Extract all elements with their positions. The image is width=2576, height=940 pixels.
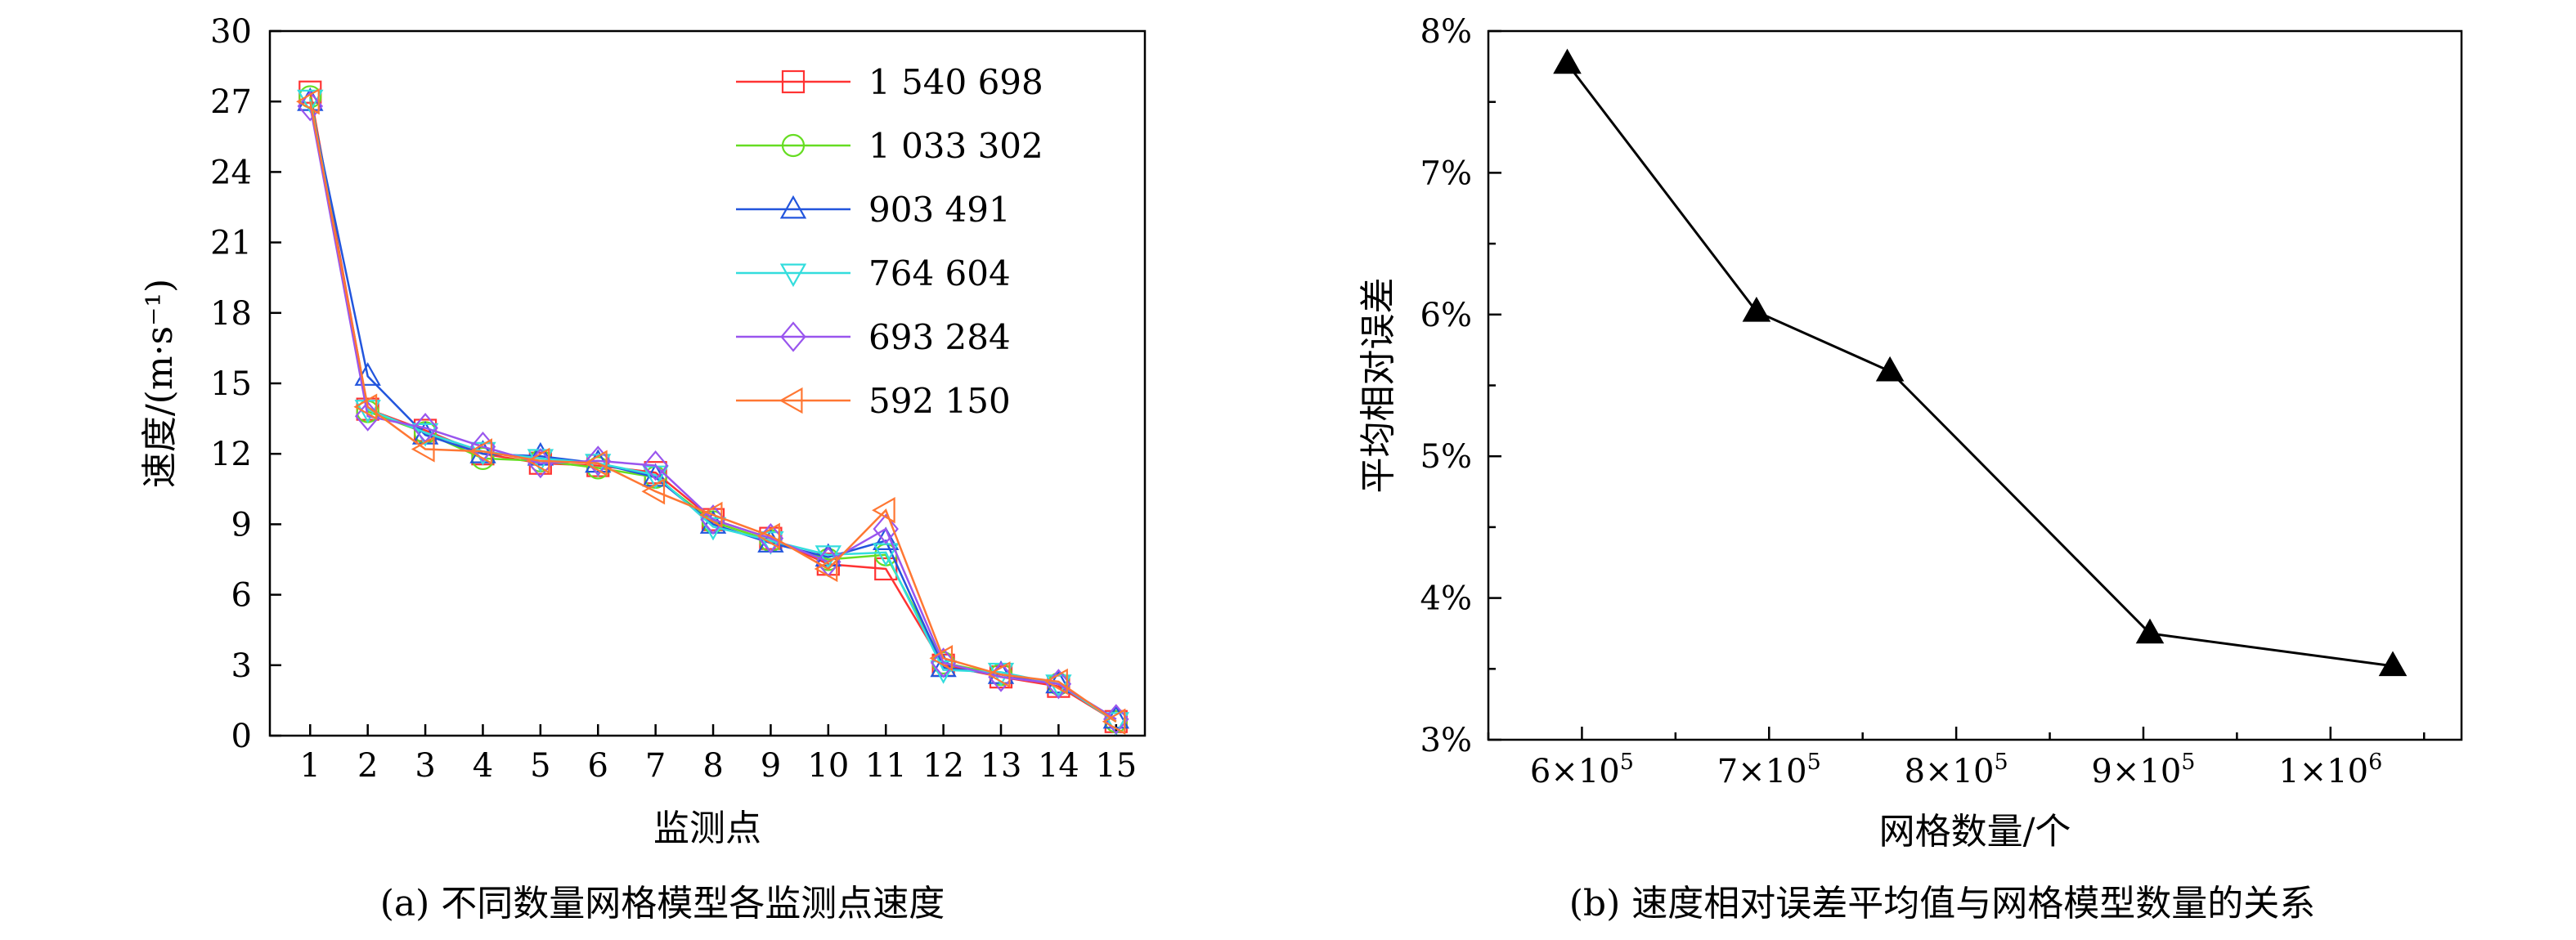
point-a-3-14 — [1102, 712, 1129, 736]
point-a-5-7 — [698, 501, 723, 529]
chart-b: 3% 4% 5% 6% 7% 8% 6×105 7×105 8×105 9×105 1×106 网格数… — [1358, 13, 2463, 853]
point-a-5-11 — [929, 645, 954, 672]
y-tick-label-a-4: 12 — [210, 436, 252, 473]
x-tick-label-a-7: 8 — [702, 747, 723, 785]
point-a-5-13 — [1044, 668, 1068, 696]
y-tick-label-b-1: 4% — [1420, 580, 1472, 618]
point-a-3-0 — [297, 89, 324, 114]
y-tick-label-a-5: 15 — [210, 365, 252, 403]
y-tick-label-a-2: 6 — [231, 577, 252, 615]
legend-marker-a-4 — [780, 321, 806, 352]
legend-label-a-0: 1 540 698 — [868, 62, 1043, 102]
point-a-5-2 — [411, 436, 435, 463]
point-a-2-10 — [873, 526, 900, 551]
x-tick-label-a-4: 5 — [530, 747, 550, 785]
y-tick-label-b-3: 6% — [1420, 297, 1472, 334]
y-axis-label-a: 速度/(m·s⁻¹) — [139, 279, 181, 488]
x-tick-label-a-8: 9 — [761, 747, 781, 785]
point-a-4-6 — [642, 450, 669, 481]
point-b-3 — [2135, 618, 2165, 644]
y-tick-label-a-7: 21 — [210, 225, 252, 262]
x-tick-label-a-3: 4 — [473, 747, 493, 785]
x-axis-label-a: 监测点 — [653, 808, 761, 849]
y-axis-label-b: 平均相对误差 — [1358, 278, 1399, 494]
legend-label-a-4: 693 284 — [868, 317, 1011, 357]
series-line-a-5 — [309, 101, 1117, 723]
y-tick-label-a-3: 9 — [231, 506, 252, 544]
point-b-4 — [2378, 651, 2408, 677]
point-b-1 — [1742, 296, 1771, 322]
x-tick-label-a-12: 13 — [981, 747, 1022, 785]
x-tick-label-b-4: 1×106 — [2278, 750, 2382, 790]
point-a-5-8 — [756, 522, 780, 549]
y-tick-label-a-8: 24 — [210, 154, 252, 191]
point-a-5-12 — [986, 661, 1011, 688]
point-a-5-10 — [872, 497, 895, 524]
y-tick-label-a-1: 3 — [231, 647, 252, 685]
point-a-5-14 — [1102, 708, 1126, 735]
x-tick-label-a-9: 10 — [807, 747, 849, 785]
y-tick-label-a-6: 18 — [210, 295, 252, 333]
legend-marker-a-5 — [779, 387, 803, 414]
y-tick-label-b-4: 7% — [1420, 154, 1472, 192]
x-tick-label-a-14: 15 — [1095, 747, 1137, 785]
x-tick-label-a-0: 1 — [300, 747, 321, 785]
point-a-3-9 — [815, 545, 841, 569]
point-a-5-9 — [814, 555, 838, 583]
legend-marker-a-0 — [781, 69, 806, 94]
point-a-3-8 — [757, 530, 784, 555]
point-a-0-10 — [874, 557, 898, 581]
x-tick-label-b-1: 7×105 — [1717, 750, 1821, 790]
x-tick-label-b-3: 9×105 — [2091, 750, 2195, 790]
point-a-5-3 — [469, 438, 493, 465]
x-tick-label-a-6: 7 — [645, 747, 666, 785]
legend-marker-a-2 — [779, 195, 807, 219]
series-line-b-0 — [1566, 62, 2394, 668]
legend-label-a-5: 592 150 — [868, 381, 1011, 421]
x-axis-label-b: 网格数量/个 — [1879, 811, 2071, 853]
y-tick-label-b-2: 5% — [1420, 438, 1472, 476]
legend-marker-a-1 — [781, 133, 806, 158]
point-a-1-3 — [471, 446, 495, 471]
legend-label-a-1: 1 033 302 — [868, 126, 1043, 166]
y-tick-label-a-10: 30 — [210, 13, 252, 51]
y-tick-label-a-0: 0 — [231, 718, 252, 755]
point-a-5-1 — [353, 393, 378, 420]
x-tick-label-b-0: 6×105 — [1530, 750, 1634, 790]
x-tick-label-a-10: 11 — [865, 747, 907, 785]
plot-frame-b — [1487, 29, 2463, 741]
point-b-2 — [1875, 356, 1905, 382]
y-tick-label-a-9: 27 — [210, 83, 252, 121]
caption-a: (a) 不同数量网格模型各监测点速度 — [380, 883, 945, 924]
point-a-5-4 — [526, 447, 550, 474]
x-tick-label-a-5: 6 — [588, 747, 608, 785]
point-a-2-4 — [527, 441, 554, 466]
point-b-0 — [1553, 48, 1582, 74]
x-tick-label-a-13: 14 — [1038, 747, 1079, 785]
x-tick-label-a-11: 12 — [922, 747, 964, 785]
legend-label-a-3: 764 604 — [868, 253, 1011, 293]
point-a-5-5 — [584, 450, 608, 477]
series-line-a-4 — [309, 105, 1117, 720]
x-tick-label-a-1: 2 — [357, 747, 378, 785]
x-tick-label-b-2: 8×105 — [1905, 750, 2008, 790]
legend-marker-a-3 — [779, 263, 807, 288]
x-tick-label-a-2: 3 — [415, 747, 435, 785]
caption-b: (b) 速度相对误差平均值与网格模型数量的关系 — [1569, 883, 2315, 924]
point-a-5-0 — [296, 88, 320, 115]
y-tick-label-b-0: 3% — [1420, 722, 1472, 759]
point-a-4-10 — [873, 513, 899, 544]
legend-label-a-2: 903 491 — [868, 190, 1011, 230]
y-tick-label-b-5: 8% — [1420, 13, 1472, 51]
point-a-3-7 — [699, 517, 727, 541]
point-a-5-6 — [641, 478, 666, 505]
